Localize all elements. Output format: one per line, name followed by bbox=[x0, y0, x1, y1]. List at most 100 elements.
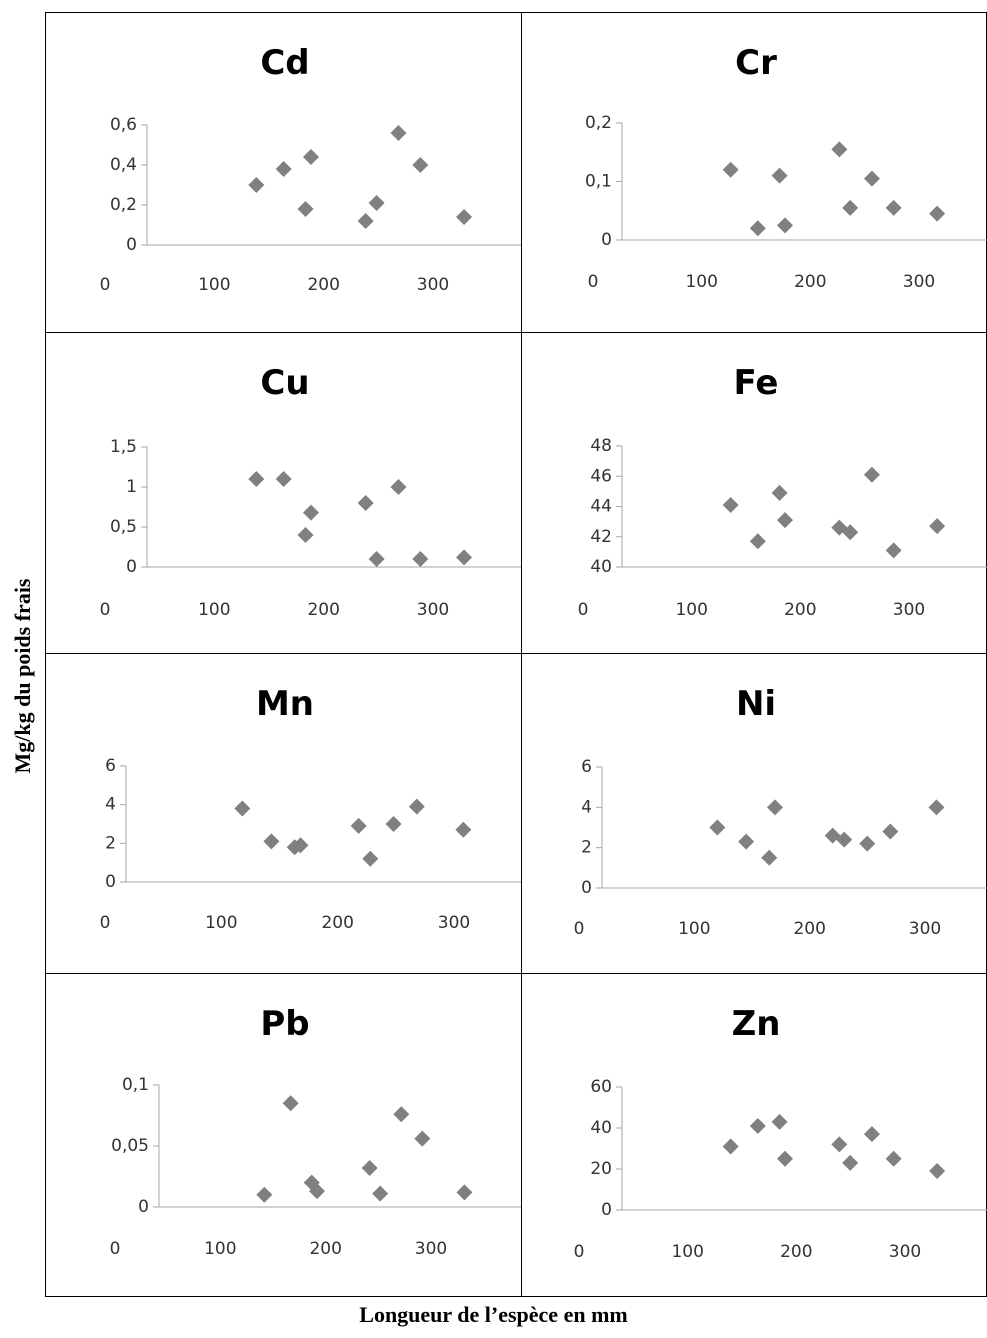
y-tick-label: 0,1 bbox=[585, 172, 612, 192]
data-point bbox=[722, 161, 739, 178]
panel-zn: Zn 0 20 40 60 0 100 200 300 bbox=[574, 1004, 987, 1262]
y-tick-label: 0,05 bbox=[111, 1136, 149, 1156]
y-tick-label: 2 bbox=[105, 833, 116, 853]
data-point bbox=[863, 466, 880, 483]
data-point bbox=[738, 833, 755, 850]
y-tick-label: 0 bbox=[126, 235, 137, 255]
panel-ni: Ni 0 2 4 6 0 100 200 300 bbox=[574, 684, 987, 939]
data-point bbox=[777, 1150, 793, 1167]
y-tick-label: 44 bbox=[590, 497, 612, 517]
data-point bbox=[771, 484, 788, 501]
data-point bbox=[863, 170, 880, 187]
x-tick-label: 300 bbox=[889, 1242, 921, 1262]
panel-cd: Cd 0 0,2 0,4 0,6 0 100 200 300 bbox=[100, 43, 521, 295]
panel-title: Cu bbox=[260, 363, 309, 403]
data-point bbox=[777, 512, 793, 529]
y-tick-label: 0,5 bbox=[110, 517, 137, 537]
data-point bbox=[771, 167, 788, 184]
y-tick-label: 0,2 bbox=[585, 113, 612, 133]
data-point bbox=[297, 527, 314, 543]
data-point bbox=[863, 1126, 880, 1143]
panel-pb: Pb 0 0,05 0,1 0 100 200 300 bbox=[110, 1004, 521, 1259]
data-point bbox=[836, 831, 853, 848]
x-tick-label: 200 bbox=[321, 913, 353, 933]
data-point bbox=[767, 799, 783, 816]
y-tick-label: 60 bbox=[590, 1077, 612, 1097]
data-point bbox=[282, 1095, 299, 1112]
data-point bbox=[456, 1184, 473, 1201]
y-tick-label: 40 bbox=[590, 557, 612, 577]
data-point bbox=[831, 1136, 848, 1153]
data-point bbox=[357, 495, 374, 511]
y-tick-label: 1 bbox=[126, 477, 137, 497]
data-point bbox=[248, 471, 265, 487]
panel-title: Cr bbox=[735, 43, 777, 83]
x-tick-label: 300 bbox=[909, 919, 941, 939]
x-tick-label: 0 bbox=[100, 600, 111, 620]
data-point bbox=[929, 518, 946, 535]
y-tick-label: 6 bbox=[581, 757, 592, 777]
x-tick-label: 300 bbox=[417, 600, 449, 620]
y-tick-label: 4 bbox=[105, 795, 116, 815]
x-tick-label: 300 bbox=[438, 913, 470, 933]
y-tick-label: 0 bbox=[105, 872, 116, 892]
panel-mn: Mn 0 2 4 6 0 100 200 300 bbox=[100, 684, 521, 933]
data-point bbox=[234, 800, 251, 817]
data-point bbox=[722, 496, 739, 513]
y-tick-label: 0,1 bbox=[122, 1075, 149, 1095]
x-tick-label: 200 bbox=[784, 600, 816, 620]
y-tick-label: 6 bbox=[105, 756, 116, 776]
data-point bbox=[372, 1185, 389, 1202]
data-point bbox=[408, 798, 425, 815]
y-tick-label: 20 bbox=[590, 1159, 612, 1179]
x-tick-label: 200 bbox=[309, 1239, 341, 1259]
data-point bbox=[885, 542, 902, 559]
data-point bbox=[749, 220, 766, 237]
data-point bbox=[303, 149, 319, 165]
data-point bbox=[842, 1154, 859, 1171]
y-tick-label: 0 bbox=[601, 1200, 612, 1220]
data-point bbox=[929, 1163, 946, 1180]
data-point bbox=[929, 205, 946, 222]
x-tick-label: 200 bbox=[307, 275, 339, 295]
x-tick-label: 100 bbox=[675, 600, 707, 620]
data-point bbox=[882, 823, 899, 840]
x-tick-label: 200 bbox=[793, 919, 825, 939]
data-point bbox=[771, 1113, 788, 1130]
data-point bbox=[412, 551, 429, 567]
panel-fe: Fe 40 42 44 46 48 0 100 200 300 bbox=[578, 363, 987, 620]
data-point bbox=[749, 1117, 766, 1134]
y-tick-label: 0,6 bbox=[110, 115, 137, 135]
data-point bbox=[859, 835, 876, 852]
data-point bbox=[722, 1138, 739, 1155]
data-point bbox=[297, 201, 314, 217]
x-tick-label: 0 bbox=[574, 919, 585, 939]
data-point bbox=[928, 799, 945, 816]
data-point bbox=[362, 850, 379, 867]
data-point bbox=[368, 195, 385, 211]
data-point bbox=[831, 141, 848, 158]
x-tick-label: 0 bbox=[588, 272, 599, 292]
y-tick-label: 2 bbox=[581, 838, 592, 858]
data-point bbox=[885, 199, 902, 216]
data-point bbox=[393, 1106, 410, 1123]
panel-cr: Cr 0 0,1 0,2 0 100 200 300 bbox=[585, 43, 987, 292]
data-point bbox=[842, 199, 859, 216]
x-tick-label: 0 bbox=[574, 1242, 585, 1262]
x-tick-label: 100 bbox=[198, 275, 230, 295]
x-axis-title: Longueur de l’espèce en mm bbox=[359, 1302, 628, 1327]
panel-title: Mn bbox=[256, 684, 314, 724]
y-axis-title-area: Mg/kg du poids frais bbox=[0, 0, 46, 1296]
panel-title: Zn bbox=[732, 1004, 781, 1044]
panel-cu: Cu 0 0,5 1 1,5 0 100 200 300 bbox=[100, 363, 521, 620]
x-tick-label: 200 bbox=[780, 1242, 812, 1262]
data-point bbox=[275, 471, 292, 487]
x-tick-label: 100 bbox=[205, 913, 237, 933]
data-point bbox=[761, 849, 778, 866]
data-point bbox=[456, 209, 473, 225]
data-point bbox=[368, 551, 385, 567]
y-tick-label: 0 bbox=[126, 557, 137, 577]
y-tick-label: 40 bbox=[590, 1118, 612, 1138]
panel-title: Ni bbox=[736, 684, 776, 724]
